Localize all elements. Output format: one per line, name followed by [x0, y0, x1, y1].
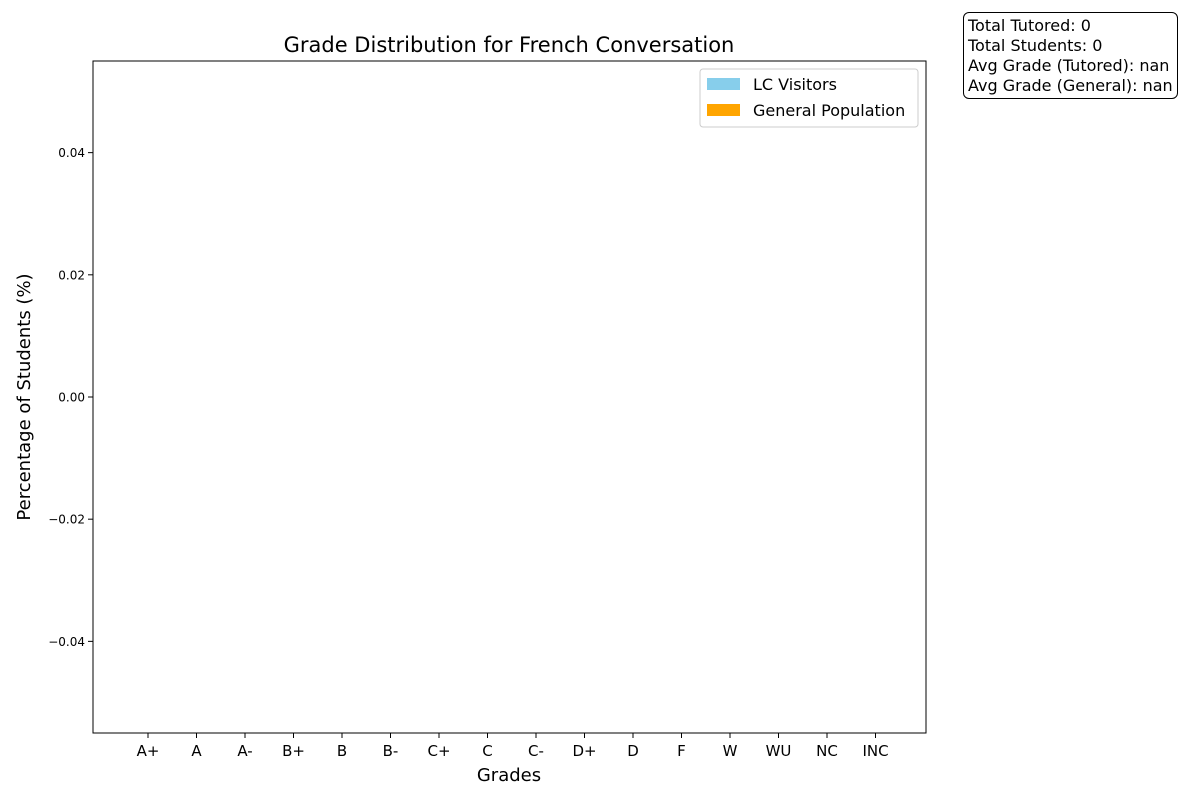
legend-label-general-population: General Population: [753, 101, 905, 120]
x-tick-label: A: [191, 742, 202, 760]
x-tick-label: D: [627, 742, 639, 760]
total-students-text: Total Students: 0: [968, 36, 1103, 55]
x-tick-label: WU: [766, 742, 792, 760]
legend-swatch-general-population: [707, 104, 740, 116]
x-axis-label: Grades: [477, 765, 541, 786]
avg-grade-tutored-text: Avg Grade (Tutored): nan: [968, 56, 1170, 75]
legend-swatch-lc-visitors: [707, 78, 740, 90]
x-tick-label: B: [337, 742, 347, 760]
y-tick-label: 0.04: [58, 146, 85, 160]
y-tick-label: −0.04: [48, 635, 85, 649]
x-tick-label: NC: [816, 742, 838, 760]
y-axis-label: Percentage of Students (%): [14, 273, 35, 520]
y-tick-label: 0.00: [58, 391, 85, 405]
x-tick-label: F: [677, 742, 686, 760]
x-axis: A+ A A- B+ B B- C+ C C- D+ D F W WU NC INC: [137, 733, 889, 760]
x-tick-label: C+: [427, 742, 450, 760]
x-tick-label: C: [482, 742, 492, 760]
x-tick-label: W: [723, 742, 738, 760]
chart-title: Grade Distribution for French Conversati…: [284, 33, 735, 57]
x-tick-label: A+: [137, 742, 160, 760]
avg-grade-general-text: Avg Grade (General): nan: [968, 76, 1173, 95]
x-tick-label: INC: [862, 742, 888, 760]
x-tick-label: C-: [528, 742, 544, 760]
x-tick-label: D+: [572, 742, 596, 760]
y-axis: 0.04 0.02 0.00 −0.02 −0.04: [48, 146, 93, 649]
legend: LC Visitors General Population: [699, 68, 919, 128]
x-tick-label: A-: [237, 742, 252, 760]
legend-frame: [699, 68, 919, 128]
summary-stats-box: Total Tutored: 0 Total Students: 0 Avg G…: [963, 12, 1178, 99]
legend-label-lc-visitors: LC Visitors: [753, 75, 837, 94]
x-tick-label: B-: [383, 742, 399, 760]
total-tutored-text: Total Tutored: 0: [968, 16, 1091, 35]
x-tick-label: B+: [282, 742, 305, 760]
plot-area: [92, 60, 927, 734]
y-tick-label: 0.02: [58, 268, 85, 282]
y-tick-label: −0.02: [48, 513, 85, 527]
